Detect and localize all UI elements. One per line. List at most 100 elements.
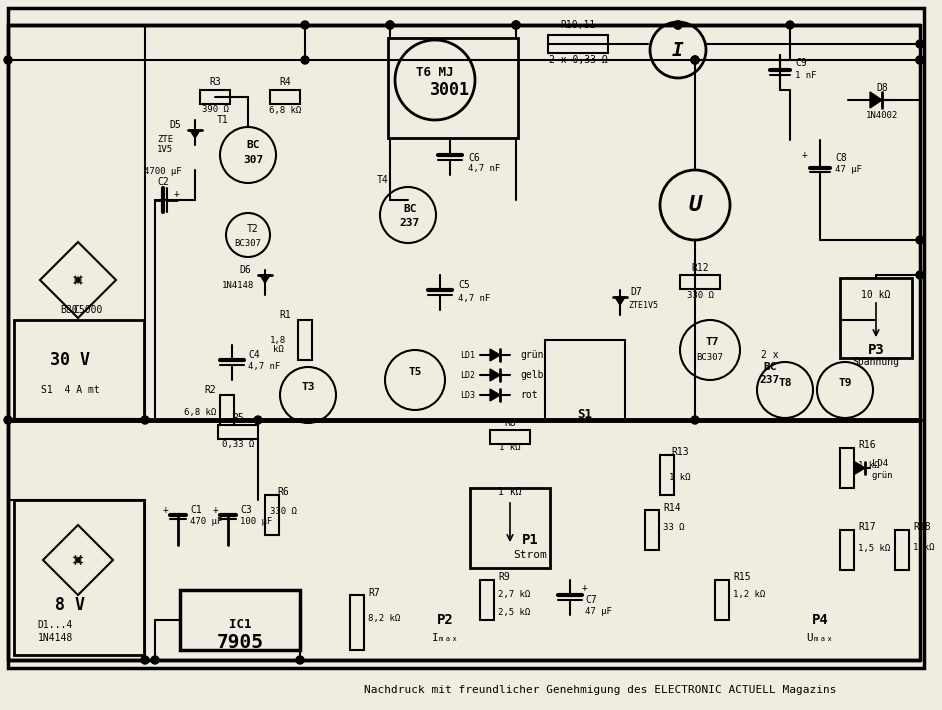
Bar — [298, 320, 312, 360]
Text: 100 µF: 100 µF — [240, 516, 272, 525]
Text: 6,8 kΩ: 6,8 kΩ — [268, 106, 301, 114]
Text: 8 V: 8 V — [55, 596, 85, 614]
Text: D1...4: D1...4 — [38, 620, 73, 630]
Text: 47 μF: 47 μF — [835, 165, 862, 175]
Circle shape — [680, 320, 740, 380]
Text: 30 V: 30 V — [50, 351, 90, 369]
Text: C5: C5 — [458, 280, 470, 290]
Text: T9: T9 — [838, 378, 852, 388]
Text: +: + — [163, 505, 169, 515]
Text: U: U — [689, 195, 702, 215]
Text: +: + — [582, 583, 588, 593]
Circle shape — [691, 56, 699, 64]
Circle shape — [254, 416, 262, 424]
Circle shape — [280, 367, 336, 423]
Text: R3: R3 — [209, 77, 220, 87]
Circle shape — [226, 213, 270, 257]
Text: LD3: LD3 — [460, 391, 475, 400]
Text: P3: P3 — [868, 343, 885, 357]
Polygon shape — [40, 242, 116, 318]
Circle shape — [141, 416, 149, 424]
Text: C1: C1 — [190, 505, 202, 515]
Text: C6: C6 — [468, 153, 479, 163]
Text: 7905: 7905 — [217, 633, 264, 652]
Text: grün: grün — [520, 350, 544, 360]
Text: P2: P2 — [437, 613, 453, 627]
Bar — [218, 425, 258, 439]
Text: 390 Ω: 390 Ω — [202, 106, 229, 114]
Text: C8: C8 — [835, 153, 847, 163]
Text: T5: T5 — [408, 367, 422, 377]
Text: 1 nF: 1 nF — [795, 70, 817, 80]
Text: 8,2 kΩ: 8,2 kΩ — [368, 613, 400, 623]
Bar — [470, 488, 550, 568]
Text: R17: R17 — [858, 522, 876, 532]
Text: 237: 237 — [399, 218, 420, 228]
Bar — [490, 430, 530, 444]
Text: Iₘₐₓ: Iₘₐₓ — [431, 633, 459, 643]
Circle shape — [674, 21, 682, 29]
Circle shape — [380, 187, 436, 243]
Bar — [200, 90, 230, 104]
Text: R16: R16 — [858, 440, 876, 450]
Bar — [545, 340, 625, 420]
Text: 237: 237 — [760, 375, 780, 385]
Text: 1 kΩ: 1 kΩ — [498, 487, 522, 497]
Text: BC: BC — [246, 140, 260, 150]
Text: T6 MJ: T6 MJ — [416, 65, 454, 79]
Circle shape — [757, 362, 813, 418]
Circle shape — [916, 236, 924, 244]
Polygon shape — [43, 525, 113, 595]
Text: 1,5 kΩ: 1,5 kΩ — [858, 543, 890, 552]
Text: P4: P4 — [812, 613, 828, 627]
Text: IC1: IC1 — [229, 618, 252, 631]
Bar — [840, 448, 854, 488]
Text: C9: C9 — [795, 58, 806, 68]
Text: 1 kΩ: 1 kΩ — [913, 543, 934, 552]
Circle shape — [786, 21, 794, 29]
Text: 33 Ω: 33 Ω — [663, 523, 685, 532]
Text: rot: rot — [520, 390, 538, 400]
Text: BC307: BC307 — [696, 354, 723, 363]
Text: 4,7 nF: 4,7 nF — [468, 163, 500, 173]
Text: 6,8 kΩ: 6,8 kΩ — [184, 408, 216, 417]
Text: BC: BC — [403, 204, 416, 214]
Text: 307: 307 — [243, 155, 263, 165]
Text: Nachdruck mit freundlicher Genehmigung des ELECTRONIC ACTUELL Magazins: Nachdruck mit freundlicher Genehmigung d… — [364, 685, 836, 695]
Text: T7: T7 — [706, 337, 719, 347]
Text: kΩ: kΩ — [272, 346, 284, 354]
Text: R12: R12 — [691, 263, 708, 273]
Circle shape — [296, 656, 304, 664]
Text: 3001: 3001 — [430, 81, 470, 99]
Text: C2: C2 — [157, 177, 169, 187]
Polygon shape — [260, 275, 270, 283]
Bar — [14, 500, 144, 655]
Text: 330 Ω: 330 Ω — [269, 508, 297, 516]
Polygon shape — [490, 389, 500, 401]
Bar — [220, 395, 234, 435]
Text: Strom: Strom — [513, 550, 547, 560]
Text: 470 µF: 470 µF — [190, 516, 222, 525]
Text: 1N4148: 1N4148 — [222, 280, 254, 290]
Text: R5: R5 — [232, 413, 244, 423]
Circle shape — [301, 56, 309, 64]
Text: 4,7 nF: 4,7 nF — [458, 293, 490, 302]
Circle shape — [916, 56, 924, 64]
Circle shape — [386, 21, 394, 29]
Polygon shape — [190, 130, 200, 138]
Polygon shape — [490, 349, 500, 361]
Text: R4: R4 — [279, 77, 291, 87]
Text: 1V5: 1V5 — [157, 146, 173, 155]
Circle shape — [512, 21, 520, 29]
Text: R14: R14 — [663, 503, 681, 513]
Circle shape — [916, 40, 924, 48]
Text: R6: R6 — [277, 487, 289, 497]
Text: T4: T4 — [377, 175, 389, 185]
Circle shape — [385, 350, 445, 410]
Text: BC307: BC307 — [235, 239, 262, 248]
Text: R10,11: R10,11 — [560, 20, 595, 30]
Bar — [270, 90, 300, 104]
Text: LD2: LD2 — [460, 371, 475, 380]
Text: 1N4002: 1N4002 — [866, 111, 898, 119]
Text: 4700 µF: 4700 µF — [144, 168, 182, 177]
